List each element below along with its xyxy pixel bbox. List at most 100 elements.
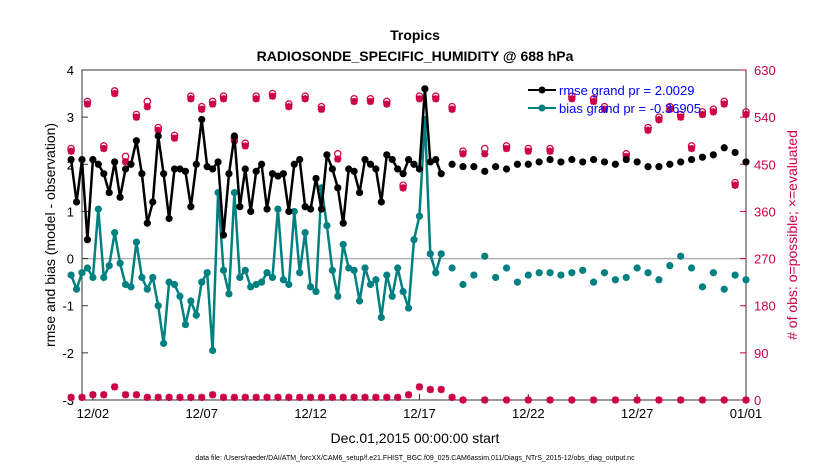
bias-point <box>383 271 391 279</box>
obs-evaluated-marker <box>100 144 108 153</box>
obs-count-low-marker <box>698 396 707 404</box>
rmse-point <box>78 155 86 164</box>
obs-count-low-marker <box>187 393 195 401</box>
rmse-point <box>666 160 674 168</box>
rmse-point <box>127 160 135 168</box>
rmse-point <box>328 165 336 173</box>
bias-point <box>323 221 331 230</box>
bias-point <box>160 339 168 348</box>
bias-point <box>437 250 445 258</box>
bias-point <box>366 280 375 289</box>
chart-title: Tropics <box>390 27 440 43</box>
rmse-point <box>426 158 434 166</box>
left-tick-label: -3 <box>62 393 74 408</box>
rmse-point <box>187 203 195 211</box>
bias-point <box>742 276 750 284</box>
bias-point <box>410 236 418 244</box>
rmse-point <box>339 219 347 227</box>
bias-point <box>149 273 157 282</box>
rmse-point <box>121 165 130 173</box>
bias-point <box>350 266 358 274</box>
bias-point <box>279 276 287 284</box>
x-tick-label: 12/02 <box>77 406 110 421</box>
bias-point <box>709 269 717 277</box>
bias-point <box>361 264 369 272</box>
bias-point <box>127 283 135 291</box>
rmse-point <box>290 160 298 168</box>
obs-evaluated-marker <box>383 100 391 108</box>
obs-count-low-marker <box>67 393 75 401</box>
rmse-point <box>111 158 119 166</box>
rmse-point <box>524 160 532 168</box>
rmse-point <box>312 174 320 183</box>
rmse-point <box>388 155 396 164</box>
obs-count-low-marker <box>372 393 380 401</box>
obs-evaluated-marker <box>698 110 707 119</box>
bias-point <box>470 271 478 279</box>
rmse-point <box>399 170 407 178</box>
bias-point <box>459 280 467 289</box>
rmse-point <box>252 167 260 175</box>
y-axis-label-left: rmse and bias (model - observation) <box>42 123 58 347</box>
bias-point <box>568 269 576 277</box>
bias-point <box>252 280 260 289</box>
bias-point <box>105 262 113 270</box>
obs-evaluated-marker <box>366 97 375 106</box>
rmse-point <box>192 160 200 168</box>
rmse-point <box>579 158 587 166</box>
rmse-point <box>410 160 418 168</box>
rmse-point <box>546 155 554 164</box>
obs-evaluated-marker <box>285 103 293 111</box>
bias-point <box>448 264 456 272</box>
bias-point <box>677 252 685 260</box>
rmse-point <box>105 188 113 197</box>
bias-point <box>94 205 102 213</box>
obs-count-low-marker <box>176 393 184 401</box>
rmse-point <box>415 165 424 173</box>
obs-evaluated-marker <box>111 89 119 98</box>
rmse-point <box>404 155 413 164</box>
obs-count-low-marker <box>459 396 467 404</box>
rmse-point <box>296 155 304 164</box>
obs-evaluated-marker <box>317 105 326 113</box>
rmse-point <box>198 115 206 124</box>
legend-bias-marker <box>538 104 546 112</box>
rmse-point <box>149 198 157 206</box>
legend-rmse-marker <box>538 86 546 94</box>
bias-point <box>72 285 81 293</box>
rmse-point <box>160 170 168 178</box>
obs-count-low-marker <box>263 393 271 401</box>
obs-count-low-marker <box>742 396 750 404</box>
bias-point <box>306 283 315 291</box>
obs-count-low-marker <box>219 393 228 401</box>
bias-point <box>731 271 739 279</box>
bias-point <box>334 292 342 300</box>
obs-evaluated-marker <box>170 134 179 142</box>
rmse-point <box>535 158 543 166</box>
bias-point <box>116 259 124 267</box>
bias-point <box>89 273 97 282</box>
bias-point <box>236 273 244 282</box>
rmse-point <box>432 155 440 164</box>
rmse-point <box>600 158 609 166</box>
obs-count-low-marker <box>317 393 326 401</box>
obs-evaluated-marker <box>198 105 206 113</box>
obs-evaluated-marker <box>241 142 249 150</box>
obs-evaluated-marker <box>644 126 652 134</box>
rmse-point <box>394 165 402 173</box>
rmse-point <box>448 160 456 168</box>
rmse-point <box>143 219 151 227</box>
rmse-point <box>644 163 652 171</box>
bias-point <box>154 302 162 310</box>
obs-evaluated-marker <box>154 126 162 134</box>
left-tick-label: -2 <box>62 346 74 361</box>
rmse-point <box>176 165 184 173</box>
obs-evaluated-marker <box>655 116 663 124</box>
obs-count-low-marker <box>350 393 358 401</box>
bias-point <box>394 264 402 272</box>
obs-count-low-marker <box>78 393 86 401</box>
obs-evaluated-marker <box>448 105 456 113</box>
obs-count-low-marker <box>611 396 619 404</box>
bias-point <box>138 273 146 282</box>
bias-point <box>524 271 532 279</box>
